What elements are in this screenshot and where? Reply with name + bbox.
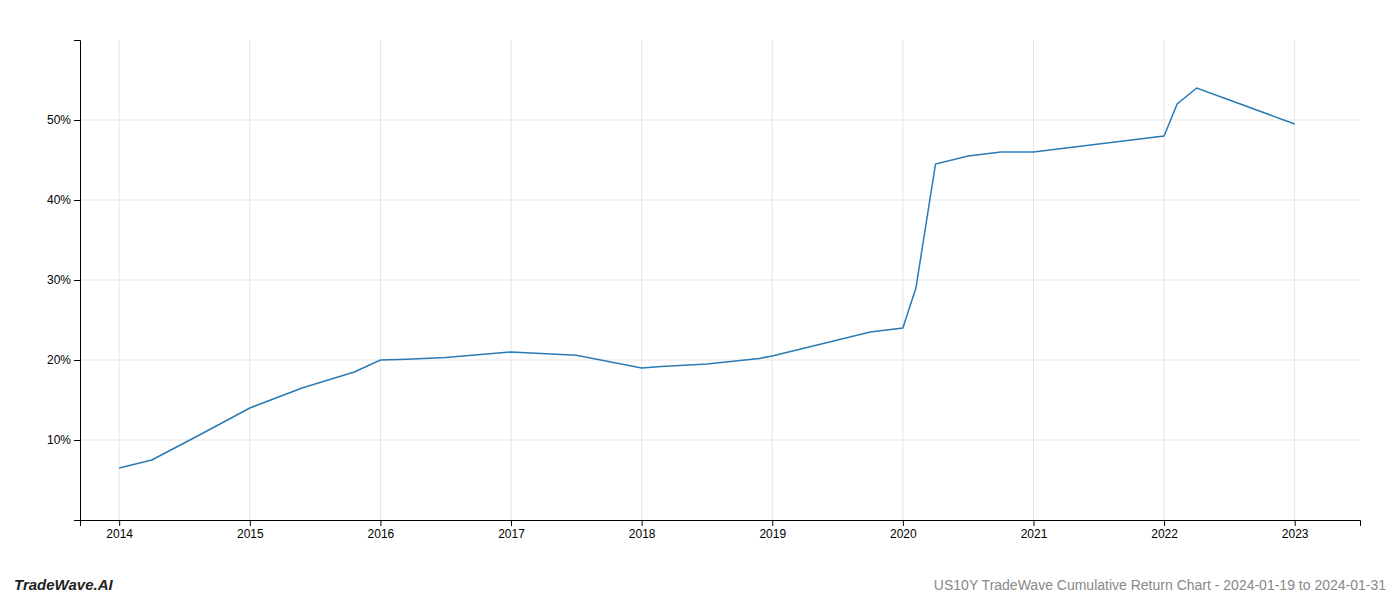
tick-label: 2020: [890, 527, 917, 541]
marks: [119, 88, 1295, 468]
tick-label: 2016: [368, 527, 395, 541]
grid-line: [80, 440, 1360, 441]
tick: 2015: [237, 520, 264, 541]
tick-label: 20%: [47, 353, 71, 367]
tick: 2020: [890, 520, 917, 541]
tick-label: 50%: [47, 113, 71, 127]
tick: 2014: [106, 520, 133, 541]
tick-mark: [74, 280, 80, 281]
tick-mark: [380, 520, 381, 526]
axis-line: [74, 41, 81, 521]
tick-mark: [642, 520, 643, 526]
tick: 2018: [629, 520, 656, 541]
plot: 2014 2015 2016 2017 2018 2019 2020 2021 2022 2023…: [47, 40, 1361, 541]
tick: 2022: [1151, 520, 1178, 541]
tick: 10%: [47, 433, 80, 447]
chart: 2014 2015 2016 2017 2018 2019 2020 2021 2022 2023…: [0, 0, 1400, 600]
tick-label: 40%: [47, 193, 71, 207]
tick: 2021: [1021, 520, 1048, 541]
title: US10Y TradeWave Cumulative Return Chart …: [934, 577, 1386, 593]
tick-label: 10%: [47, 433, 71, 447]
tick-label: 2019: [759, 527, 786, 541]
grid-line: [80, 200, 1360, 201]
axis-line: [81, 521, 1361, 527]
tick-label: 2023: [1282, 527, 1309, 541]
tick-label: 2022: [1151, 527, 1178, 541]
tick-label: 2015: [237, 527, 264, 541]
tick: 2017: [498, 520, 525, 541]
grid-line: [80, 360, 1360, 361]
tick-label: 2014: [106, 527, 133, 541]
tick-mark: [903, 520, 904, 526]
y-axis: 10% 20% 30% 40% 50%: [47, 41, 81, 521]
tick-label: 2017: [498, 527, 525, 541]
tick: 2023: [1282, 520, 1309, 541]
tick-mark: [74, 360, 80, 361]
tick-label: 2021: [1021, 527, 1048, 541]
grid-line: [80, 280, 1360, 281]
tick-label: 2018: [629, 527, 656, 541]
tick-mark: [119, 520, 120, 526]
tick-mark: [1033, 520, 1034, 526]
watermark: TradeWave.AI: [14, 576, 113, 593]
tick-mark: [74, 440, 80, 441]
grid-line: [80, 120, 1360, 121]
tick: 2016: [368, 520, 395, 541]
tick: 50%: [47, 113, 80, 127]
tick-mark: [1295, 520, 1296, 526]
tick-mark: [772, 520, 773, 526]
tick-mark: [1164, 520, 1165, 526]
tick-mark: [74, 120, 80, 121]
x-axis: 2014 2015 2016 2017 2018 2019 2020 2021 2022 2023: [81, 520, 1361, 541]
line: [119, 88, 1295, 468]
tick: 20%: [47, 353, 80, 367]
tick: 2019: [759, 520, 786, 541]
tick-mark: [511, 520, 512, 526]
tick-mark: [250, 520, 251, 526]
tick-mark: [74, 200, 80, 201]
tick: 40%: [47, 193, 80, 207]
grid: [80, 40, 1360, 520]
tick: 30%: [47, 273, 80, 287]
tick-label: 30%: [47, 273, 71, 287]
